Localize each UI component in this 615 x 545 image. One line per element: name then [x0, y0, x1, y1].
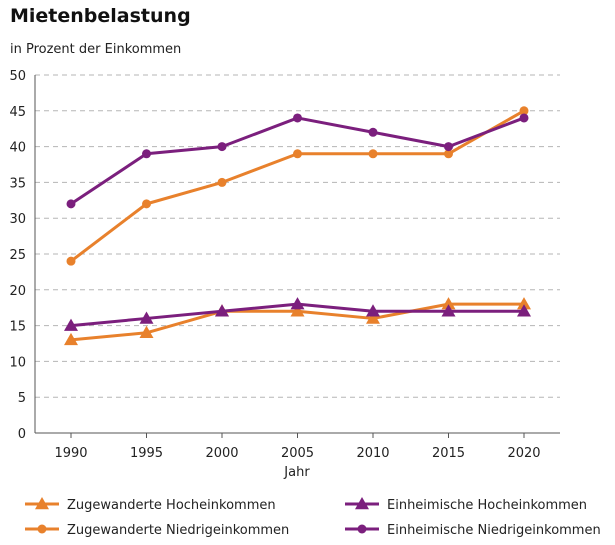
series-line [70, 116, 525, 206]
y-tick-label: 5 [18, 391, 26, 406]
data-point [441, 304, 456, 317]
data-point [139, 311, 154, 324]
y-tick-label: 40 [9, 141, 26, 156]
y-tick-label: 10 [9, 355, 26, 370]
data-point [293, 113, 302, 123]
legend-label: Einheimische Hocheinkommen [387, 498, 587, 513]
x-tick-label: 2000 [205, 446, 238, 461]
y-tick-label: 20 [9, 284, 26, 299]
data-point [519, 106, 529, 116]
data-point [290, 304, 305, 317]
series-einheimische-hocheinkommen [64, 297, 531, 331]
legend-label: Einheimische Niedrigeinkommen [387, 523, 601, 538]
y-tick-label: 50 [9, 69, 26, 84]
data-point [64, 318, 78, 331]
x-tick-label: 2020 [507, 446, 540, 461]
y-axis-label: in Prozent der Einkommen [10, 42, 182, 57]
grid-lines [35, 74, 560, 398]
legend-item: Zugewanderte Hocheinkommen [25, 497, 276, 513]
series-group [64, 106, 531, 346]
data-point [366, 304, 380, 317]
series-zugewanderte-niedrigeinkommen [66, 106, 529, 266]
data-point [368, 149, 378, 159]
x-tick-label: 2010 [356, 446, 389, 461]
data-point [293, 149, 302, 159]
y-tick-label: 0 [18, 427, 26, 442]
data-point [215, 304, 229, 317]
data-point [66, 199, 76, 209]
legend-marker [35, 497, 49, 510]
series-einheimische-niedrigeinkommen [66, 113, 529, 209]
legend-item: Zugewanderte Niedrigeinkommen [25, 523, 289, 538]
data-point [517, 297, 531, 310]
data-point [64, 332, 78, 346]
y-tick-label: 25 [9, 248, 26, 263]
legend-item: Einheimische Niedrigeinkommen [345, 523, 601, 538]
data-point [139, 325, 154, 339]
data-point [66, 256, 76, 266]
y-tick-label: 45 [9, 105, 26, 120]
series-line [70, 109, 525, 263]
data-point [366, 311, 380, 324]
legend-label: Zugewanderte Hocheinkommen [67, 498, 276, 513]
data-point [142, 199, 151, 209]
x-tick-label: 2015 [432, 446, 465, 461]
data-point [444, 142, 453, 152]
legend-marker [37, 524, 47, 534]
y-tick-label: 30 [9, 212, 26, 227]
data-point [142, 149, 151, 159]
legend-marker [355, 497, 369, 510]
y-tick-label: 15 [9, 320, 26, 335]
legend-marker [357, 524, 367, 534]
data-point [217, 142, 227, 152]
legend: Zugewanderte Hocheinkommen Zugewanderte N… [25, 497, 601, 538]
data-point [217, 177, 227, 187]
data-point [368, 127, 378, 137]
data-point [517, 304, 531, 317]
x-axis-label: Jahr [283, 465, 310, 480]
legend-item: Einheimische Hocheinkommen [345, 497, 587, 513]
data-point [519, 113, 529, 123]
legend-label: Zugewanderte Niedrigeinkommen [67, 523, 289, 538]
chart-title: Mietenbelastung [10, 5, 191, 27]
data-point [441, 297, 456, 310]
x-tick-label: 1990 [54, 446, 87, 461]
x-tick-label: 1995 [130, 446, 163, 461]
y-tick-label: 35 [9, 176, 26, 191]
axes: 0 5 10 15 20 25 30 35 40 45 50 1990 1995 2000 2005 2010… [9, 69, 560, 480]
data-point [444, 149, 453, 159]
data-point [290, 297, 305, 310]
series-zugewanderte-hocheinkommen [64, 297, 531, 346]
x-tick-label: 2005 [281, 446, 314, 461]
